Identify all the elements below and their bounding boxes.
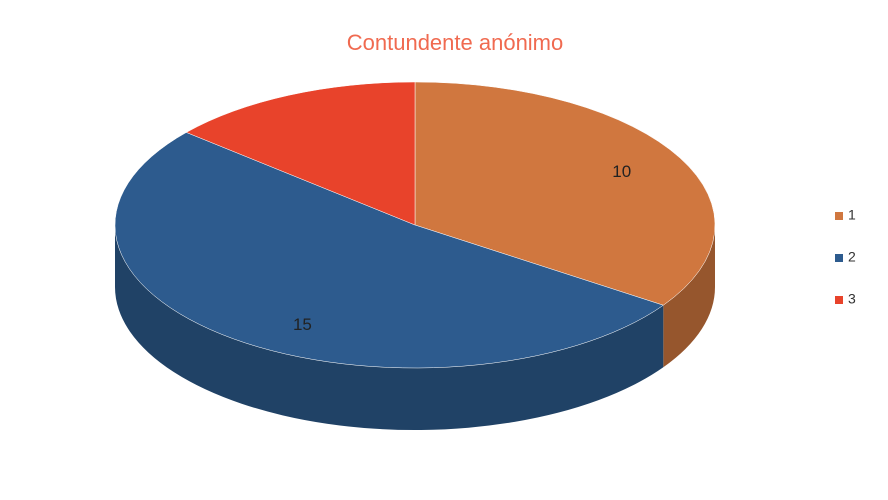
legend-swatch	[835, 212, 843, 220]
pie-slice	[185, 81, 416, 226]
pie-slice	[414, 81, 716, 306]
legend-label: 1	[848, 207, 856, 223]
legend-label: 3	[848, 291, 856, 307]
legend-label: 2	[848, 249, 856, 265]
legend-swatch	[835, 254, 843, 262]
chart-title: Contundente anónimo	[347, 30, 564, 55]
pie-side	[663, 225, 715, 368]
pie-side	[115, 225, 664, 430]
pie-slice	[114, 132, 664, 369]
data-label: 15	[293, 315, 312, 334]
data-label: 10	[612, 162, 631, 181]
legend-swatch	[835, 296, 843, 304]
